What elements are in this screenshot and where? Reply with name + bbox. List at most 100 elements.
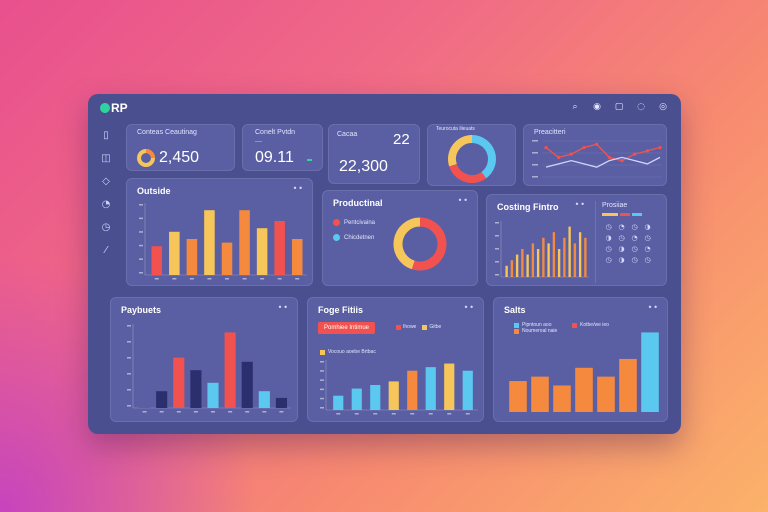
calendar-day-icon[interactable]: ◔ [631, 234, 638, 242]
bar [542, 237, 545, 277]
costing-card[interactable]: Costing Fintro •• Prosiiae ◷ ◔ ◷ ◑ ◑ ◷ ◔ ◷ ◷ ◑ ◷ ◔ ◷… [486, 194, 667, 286]
app-logo[interactable]: RP [98, 101, 128, 115]
legend-label: Kotbe/we ieo [580, 322, 609, 328]
legend: Pentcivaina Chicdetnen [333, 219, 375, 241]
calendar-day-icon[interactable]: ◷ [618, 234, 625, 242]
x-tick [225, 278, 229, 280]
more-menu-icon[interactable]: •• [574, 200, 586, 209]
kpi-card-conteas[interactable]: Conteas Ceautinag 2,450 [126, 124, 235, 171]
bar [641, 332, 659, 412]
legend-item: Gitbe [422, 324, 441, 330]
legend-swatch [514, 322, 519, 328]
calendar-day-icon[interactable]: ◷ [631, 245, 638, 253]
x-tick [172, 278, 177, 280]
sidebar: ▯ ◫ ◇ ◔ ◷ ⁄ [98, 130, 114, 257]
kpi-trend-indicator [307, 159, 312, 161]
more-menu-icon[interactable]: •• [292, 184, 304, 193]
data-point [595, 142, 599, 146]
orders-icon[interactable]: ◫ [101, 153, 111, 164]
products-card[interactable]: Productinal •• Pentcivaina Chicdetnen [322, 190, 478, 286]
y-tick [495, 248, 499, 250]
kpi-value: 22,300 [339, 158, 388, 175]
legend-swatch [514, 328, 519, 334]
more-icon[interactable]: ⁄ [105, 245, 107, 256]
kpi-card-cacaa[interactable]: Cacaa 22 22,300 [328, 124, 420, 184]
payments-card[interactable]: Paybuets •• [110, 297, 298, 422]
calendar-day-icon[interactable]: ◷ [631, 223, 638, 231]
calendar-day-icon[interactable]: ◷ [605, 223, 612, 231]
bar [619, 358, 637, 412]
calendar-day-icon[interactable]: ◑ [618, 256, 625, 264]
fogefituis-card[interactable]: Foge Fitiis •• Pomhiee Intimue Ihowe Git… [307, 297, 484, 422]
messages-icon[interactable]: ▢ [614, 102, 624, 112]
x-tick [428, 413, 433, 415]
more-menu-icon[interactable]: •• [457, 196, 469, 205]
legend-item: Noumeroal naie [514, 328, 557, 334]
calendar-day-icon[interactable]: ◑ [605, 234, 612, 242]
outside-card[interactable]: Outside •• [126, 178, 313, 286]
notification-icon[interactable]: ◉ [593, 102, 601, 112]
calendar-day-icon[interactable]: ◔ [618, 223, 625, 231]
bar [186, 239, 198, 275]
bar [536, 249, 540, 277]
y-tick [127, 357, 131, 359]
dashboard-icon[interactable]: ▯ [103, 130, 109, 141]
calendar-day-icon[interactable]: ◑ [644, 223, 651, 231]
legend-swatch [422, 324, 428, 330]
calendar-day-icon[interactable]: ◔ [644, 245, 651, 253]
legend-label: Pentcivaina [344, 219, 376, 226]
bar [173, 357, 185, 408]
filter-button[interactable]: Pomhiee Intimue [318, 322, 376, 334]
calendar-day-icon[interactable]: ◷ [605, 245, 612, 253]
x-tick [207, 278, 212, 280]
bar [275, 397, 288, 408]
x-tick [277, 278, 282, 280]
y-tick [139, 258, 143, 260]
bar-chart [320, 360, 478, 415]
donut-slice [471, 135, 496, 179]
y-tick [127, 373, 131, 375]
calendar-day-icon[interactable]: ◷ [631, 256, 638, 264]
y-tick [532, 152, 538, 154]
settings-icon[interactable]: ◌ [637, 102, 645, 112]
clock-icon[interactable]: ◷ [101, 222, 111, 233]
data-point [557, 155, 561, 159]
data-point [607, 155, 611, 159]
reports-icon[interactable]: ◔ [101, 199, 111, 210]
profile-icon[interactable]: ◎ [659, 102, 667, 112]
calendar-day-icon[interactable]: ◷ [644, 256, 651, 264]
calendar-day-icon[interactable]: ◷ [644, 234, 651, 242]
card-title: Preacitteri [534, 129, 566, 136]
bar [370, 385, 381, 410]
dashboard-window: RP ⌕ ◉ ▢ ◌ ◎ ▯ ◫ ◇ ◔ ◷ ⁄ Conteas Ceautinag 2,450 … [88, 94, 681, 434]
bar-chart [139, 203, 307, 280]
y-tick [495, 274, 499, 276]
bar [505, 265, 508, 277]
bar [333, 395, 344, 410]
legend-swatch [620, 213, 630, 216]
calendar-day-icon[interactable]: ◑ [618, 245, 625, 253]
calendar-title: Prosiiae [602, 202, 628, 209]
line-chart-card[interactable]: Preacitteri [523, 124, 667, 186]
salts-card[interactable]: Salts •• Pipntoun aoo Noumeroal naie Kot… [493, 297, 668, 422]
y-tick [495, 222, 499, 224]
more-menu-icon[interactable]: •• [463, 303, 475, 312]
x-tick [159, 411, 164, 413]
tag-icon[interactable]: ◇ [102, 176, 110, 187]
more-menu-icon[interactable]: •• [647, 303, 659, 312]
kpi-card-conelt[interactable]: Conelt Pvtdn — 09.11 [242, 124, 323, 171]
legend: Ihowe Gitbe [396, 324, 441, 330]
bar [553, 385, 571, 412]
kpi-ring-icon [137, 149, 155, 167]
kpi-card-donut[interactable]: Teurocuta ilieuats [427, 124, 516, 186]
header-icons: ⌕ ◉ ▢ ◌ ◎ [569, 102, 669, 112]
x-tick [260, 278, 265, 280]
bar [256, 228, 268, 275]
more-menu-icon[interactable]: •• [277, 303, 289, 312]
bar [221, 242, 233, 275]
calendar-day-icon[interactable]: ◷ [605, 256, 612, 264]
bar [584, 237, 587, 277]
bar [568, 226, 571, 277]
legend-swatch [632, 213, 642, 216]
search-icon[interactable]: ⌕ [572, 102, 578, 112]
